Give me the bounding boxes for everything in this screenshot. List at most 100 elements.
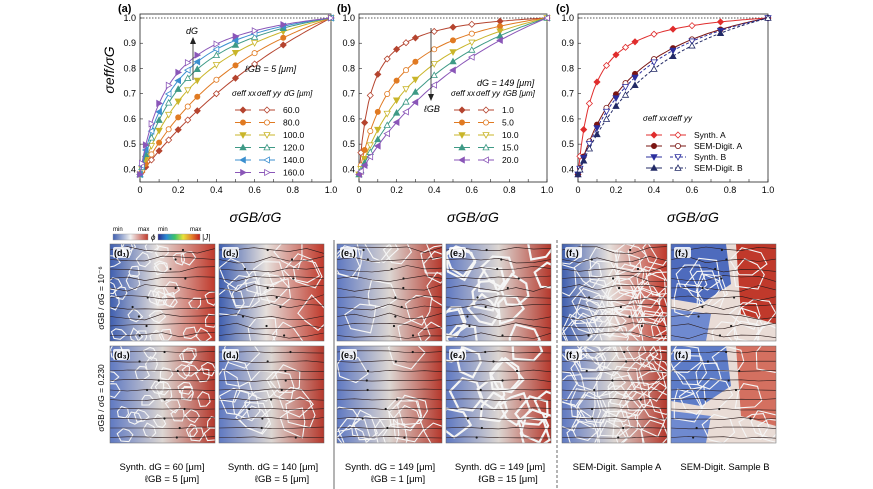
grain-boundary [498,391,532,427]
data-point [612,95,620,103]
streamline [337,369,442,373]
grain-boundary [388,400,423,432]
legend: σeff xx σeff yy ℓGB [μm] 1.0 5.0 10.0 15.0 20.0 [451,89,536,165]
streamline-arrow [617,436,620,439]
grain-boundary [511,346,544,362]
legend-marker-xx [239,156,246,164]
grain-boundary [640,419,667,443]
streamline-arrow [163,350,166,354]
data-point [366,148,374,155]
x-tick-label: 0.8 [503,185,516,195]
data-point [155,108,162,116]
streamline-arrow [395,398,399,401]
streamline [446,275,551,280]
streamline [337,416,442,420]
data-point [543,14,550,22]
grain-boundary [562,371,578,402]
streamline-arrow [587,334,590,337]
grain-boundary [623,381,651,411]
map-panel-10: (e₄) [445,345,552,444]
grain-boundary [159,367,174,381]
grain-red [736,244,776,324]
data-point [430,27,438,35]
caption-3-line2: ℓGB = 1 [μm] [371,474,425,485]
streamline-arrow [476,296,479,299]
streamline-arrow [131,305,134,309]
streamline-arrow [174,258,177,261]
colorbar-phi-min: min [113,227,123,233]
grain-boundary [562,401,582,432]
grain-boundary [733,258,765,290]
streamline-arrow [400,305,403,309]
caption-4-line1: Synth. dG = 149 [μm] [455,462,545,473]
legend-label: Synth. B [694,152,726,162]
legend-marker-xx [650,164,658,171]
streamline-arrow [265,324,268,328]
streamline [671,275,776,282]
streamline-arrow [292,277,295,280]
y-tick-label: 0.5 [342,139,355,149]
grain-boundary [135,251,151,268]
streamlines [671,350,776,439]
data-point [367,128,374,135]
grain-boundary [446,324,478,341]
series-160-0 [137,14,335,179]
data-point [593,125,601,132]
map-panel-5: (f₁) [561,243,668,342]
data-point [688,41,696,49]
legend-label: 20.0 [502,155,519,165]
grain-boundary [116,427,134,443]
grain-boundary [154,245,169,259]
data-point [602,108,611,116]
streamline-arrow [500,258,503,261]
streamline [671,426,776,430]
legend-label: SEM-Digit. A [694,141,743,151]
legend-marker-xx [239,143,247,151]
grain-boundary [562,317,594,341]
x-tick-label: 0.6 [466,185,479,195]
grain-boundary [158,328,173,341]
panel-label: (e₃) [341,350,356,360]
grain-boundary [382,244,413,265]
grain-boundary [150,380,165,395]
data-point [402,97,410,105]
series-20-0 [355,14,550,179]
data-point [212,45,220,53]
grain-boundary [164,399,181,414]
grain-boundary [404,294,433,326]
streamline-arrow [727,379,730,382]
grain-boundary [562,346,588,363]
data-point [580,156,588,164]
grain-boundary [627,244,658,272]
streamline-arrow [628,315,631,318]
grain-boundary [695,377,734,411]
y-tick-label: 0.6 [561,114,574,124]
grain-boundary [110,370,120,383]
legend-marker-yy [482,106,490,114]
grain-boundary [248,370,281,402]
data-point [175,114,182,121]
grain-boundary [599,410,632,437]
data-point [411,98,419,106]
grain-boundary [671,346,702,373]
legend-header-xx: σeff xx [451,89,476,98]
panel-label-box [222,247,239,258]
streamline-arrow [290,258,294,261]
data-point [430,81,437,89]
grain-boundary [757,418,776,443]
streamline-arrow [279,305,282,309]
streamline-arrow [590,407,594,411]
data-point [374,70,382,78]
streamline-arrow [519,398,522,401]
y-tick-label: 0.5 [123,139,136,149]
y-tick-label: 0.4 [123,164,136,174]
data-point [585,144,594,152]
streamline [219,256,324,264]
grain-boundary [614,244,647,271]
streamline [110,255,215,262]
grain-boundary [163,281,181,296]
x-tick-label: 0 [137,185,142,195]
streamline-arrow [515,369,519,373]
grain-boundary [448,376,484,412]
streamline-arrow [266,286,269,290]
